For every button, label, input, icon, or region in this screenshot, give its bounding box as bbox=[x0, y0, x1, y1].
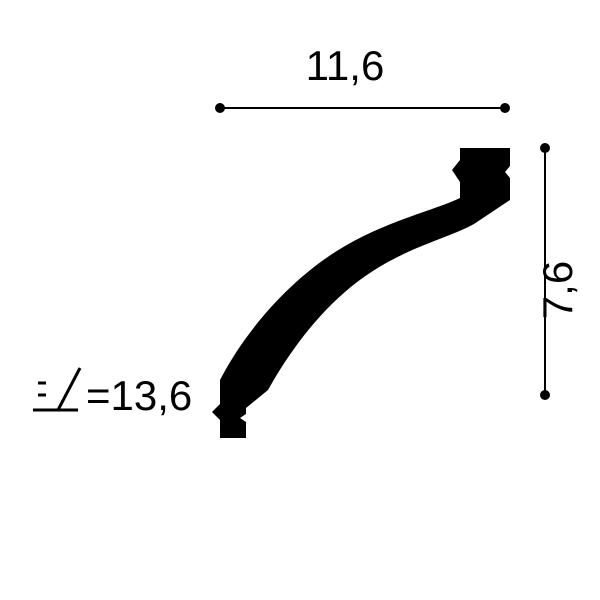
dimension-diagonal-label: =13,6 bbox=[86, 372, 192, 419]
dimension-width-label: 11,6 bbox=[306, 42, 385, 89]
dimension-height-label: 7,6 bbox=[534, 261, 581, 319]
dimension-diagonal: =13,6 bbox=[33, 368, 192, 419]
dimension-top: 11,6 bbox=[215, 42, 510, 113]
profile-silhouette bbox=[212, 148, 510, 438]
angle-icon bbox=[33, 368, 80, 410]
technical-drawing: 11,6 7,6 =13,6 bbox=[0, 0, 600, 600]
dimension-right: 7,6 bbox=[534, 143, 581, 400]
